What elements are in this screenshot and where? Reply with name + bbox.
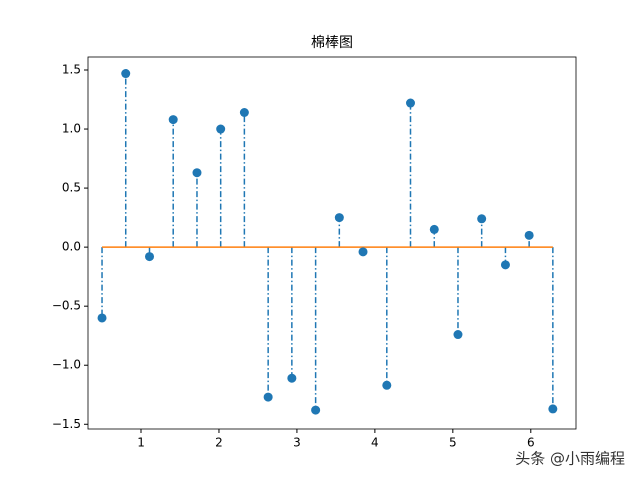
- marker: [429, 224, 439, 234]
- marker: [453, 330, 463, 340]
- plot-frame: [87, 56, 577, 430]
- y-tick-label: 1.5: [62, 62, 81, 76]
- x-tick-label: 5: [449, 436, 457, 450]
- marker: [334, 213, 344, 223]
- marker: [406, 98, 416, 108]
- y-tick-label: −1.5: [52, 417, 81, 431]
- watermark: 头条 @小雨编程: [515, 450, 625, 468]
- marker: [168, 115, 178, 125]
- marker: [216, 124, 226, 134]
- marker: [477, 214, 487, 224]
- x-tick-label: 1: [137, 436, 145, 450]
- marker: [121, 69, 131, 79]
- x-tick-label: 6: [527, 436, 535, 450]
- y-tick-label: 0.0: [62, 240, 81, 254]
- marker: [145, 252, 155, 262]
- marker: [192, 168, 202, 178]
- marker: [382, 380, 392, 390]
- marker: [311, 405, 321, 415]
- y-tick-label: 1.0: [62, 122, 81, 136]
- y-tick-label: −0.5: [52, 299, 81, 313]
- x-tick-label: 4: [371, 436, 379, 450]
- marker: [287, 373, 297, 383]
- marker: [358, 247, 368, 257]
- y-tick-label: −1.0: [52, 358, 81, 372]
- marker: [239, 108, 249, 118]
- y-tick-label: 0.5: [62, 181, 81, 195]
- marker: [548, 404, 558, 414]
- marker: [500, 260, 510, 270]
- marker: [97, 313, 107, 323]
- marker: [524, 230, 534, 240]
- x-tick-label: 2: [215, 436, 223, 450]
- x-tick-label: 3: [293, 436, 301, 450]
- marker: [263, 392, 273, 402]
- chart-title: 棉棒图: [311, 34, 353, 51]
